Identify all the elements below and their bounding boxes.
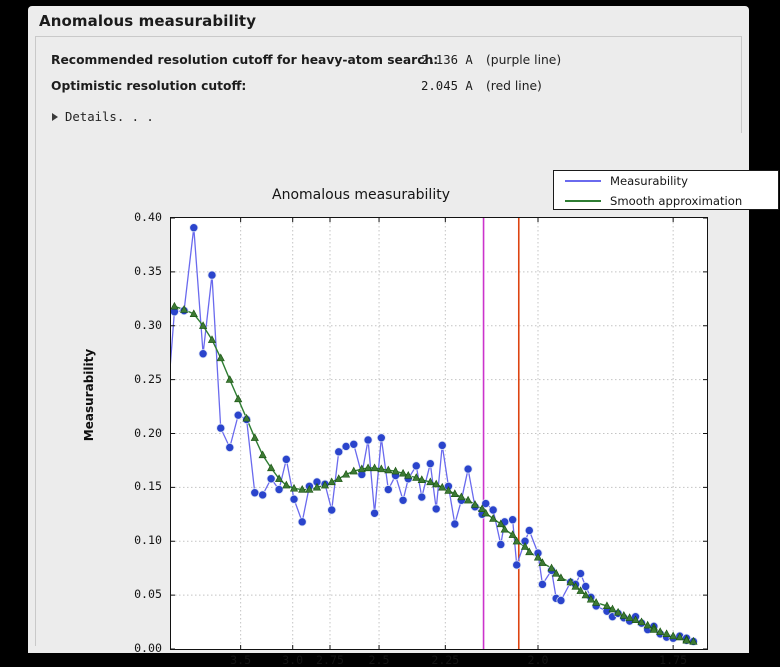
plot-area — [170, 217, 708, 650]
x-axis-tick: 1.75 — [659, 653, 688, 667]
details-disclosure-toggle[interactable]: Details. . . — [51, 107, 154, 127]
x-axis-tick: 3.5 — [230, 653, 252, 667]
y-axis-tick: 0.05 — [134, 587, 162, 602]
chart-legend: Measurability Smooth approximation — [553, 170, 779, 210]
legend-label: Smooth approximation — [610, 194, 743, 208]
y-axis-tick: 0.10 — [134, 533, 162, 548]
info-value: 2.045 A — [421, 79, 473, 93]
chart-figure: Anomalous measurability Measurability Re… — [36, 133, 779, 667]
legend-swatch-smooth-approximation — [565, 200, 601, 202]
window-panel: Anomalous measurability Recommended reso… — [28, 6, 779, 667]
triangle-right-icon — [52, 113, 58, 121]
grid-lines — [171, 218, 707, 649]
y-axis-tick: 0.40 — [134, 210, 162, 224]
info-note: (purple line) — [486, 53, 562, 67]
axis-tick-marks — [171, 218, 707, 649]
info-value: 2.136 A — [421, 53, 473, 67]
y-axis-tick: 0.30 — [134, 317, 162, 332]
x-axis-tick: 3.0 — [282, 653, 304, 667]
plot-canvas — [171, 218, 707, 649]
info-note: (red line) — [486, 79, 542, 93]
info-row-optimistic-cutoff: Optimistic resolution cutoff: 2.045 A (r… — [36, 79, 741, 101]
x-axis-tick: 2.75 — [316, 653, 344, 667]
plot-title: Anomalous measurability — [272, 187, 450, 203]
series-smooth-markers — [171, 301, 698, 645]
x-axis-tick: 2.5 — [368, 653, 390, 667]
series-measurability-markers — [171, 223, 698, 646]
legend-swatch-measurability — [565, 180, 601, 182]
cutoff-lines — [482, 218, 520, 649]
series-measurability-line — [171, 227, 694, 643]
legend-label: Measurability — [610, 174, 688, 188]
x-axis-tick: 2.0 — [527, 653, 549, 667]
y-axis-label: Measurability — [82, 348, 96, 442]
y-axis-tick: 0.00 — [134, 641, 162, 655]
window-title: Anomalous measurability — [39, 12, 257, 30]
content-box: Recommended resolution cutoff for heavy-… — [35, 36, 779, 667]
info-label: Recommended resolution cutoff for heavy-… — [51, 53, 439, 67]
details-label: Details. . . — [65, 110, 154, 124]
legend-entry-smooth-approximation: Smooth approximation — [554, 191, 778, 211]
legend-entry-measurability: Measurability — [554, 171, 778, 191]
y-axis-tick: 0.35 — [134, 263, 162, 278]
y-axis-tick: 0.15 — [134, 479, 162, 494]
info-label: Optimistic resolution cutoff: — [51, 79, 247, 93]
x-axis-tick: 2.25 — [431, 653, 460, 667]
y-axis-tick: 0.20 — [134, 425, 162, 440]
y-axis-tick: 0.25 — [134, 371, 162, 386]
info-row-recommended-cutoff: Recommended resolution cutoff for heavy-… — [36, 53, 741, 75]
